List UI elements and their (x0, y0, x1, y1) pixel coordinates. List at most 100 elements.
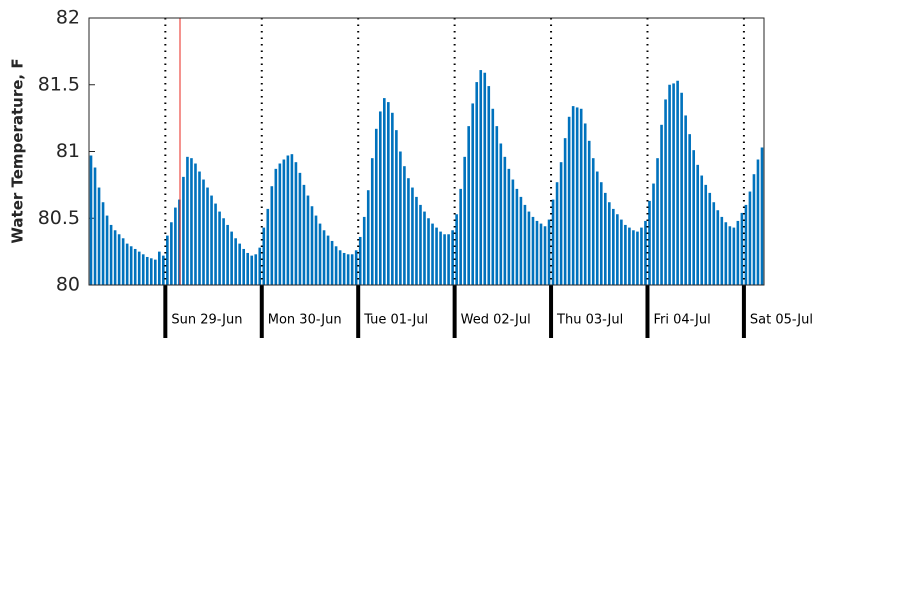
bar (736, 220, 740, 285)
bar (575, 107, 579, 285)
bar (583, 123, 587, 285)
bar (170, 222, 173, 285)
bar (547, 219, 551, 285)
bar (668, 84, 671, 285)
bar (254, 254, 258, 285)
bar (515, 188, 519, 285)
bar (624, 224, 627, 285)
bar (628, 227, 631, 285)
bar (121, 238, 125, 285)
bar (491, 108, 495, 285)
bar (636, 231, 639, 285)
bar (427, 218, 430, 285)
bar (314, 215, 318, 285)
bar (226, 224, 229, 285)
bar (109, 224, 113, 285)
bar (712, 202, 716, 285)
bar (672, 83, 675, 285)
bar (652, 183, 655, 285)
bar (748, 191, 752, 285)
bar (563, 138, 567, 285)
bar (483, 72, 487, 285)
y-tick-label: 80.5 (38, 207, 80, 229)
bar (467, 126, 470, 285)
bar (660, 124, 663, 285)
bar (282, 159, 286, 285)
bar (688, 134, 691, 285)
bar (595, 171, 599, 285)
bar (153, 259, 157, 285)
bar (648, 200, 651, 285)
bar (708, 192, 712, 285)
bar (692, 150, 695, 285)
x-tick-label: Sat 05-Jul (750, 313, 813, 328)
bar (716, 210, 720, 285)
bar (680, 92, 683, 285)
bar (451, 230, 454, 285)
bar (644, 220, 647, 285)
bar (447, 234, 450, 285)
bar (186, 156, 189, 285)
bar (366, 190, 370, 285)
bar (471, 103, 475, 285)
bar (640, 227, 643, 285)
y-tick-label: 81.5 (38, 73, 80, 95)
bar (419, 204, 422, 285)
bar (174, 207, 177, 285)
bar (158, 251, 161, 285)
bar (399, 151, 402, 285)
bar (567, 116, 571, 285)
bar (318, 223, 322, 285)
bar (202, 179, 205, 285)
bar (744, 204, 748, 285)
bar (591, 158, 595, 285)
bar (145, 256, 149, 285)
bar (162, 255, 165, 285)
bar (137, 251, 141, 285)
bar (358, 236, 362, 285)
bar (113, 230, 117, 285)
bar (194, 163, 197, 285)
bar (342, 252, 346, 285)
bar (190, 158, 193, 285)
bar (676, 80, 679, 286)
bar (511, 179, 515, 285)
bar (246, 252, 250, 285)
bar (178, 199, 181, 285)
bar (495, 126, 499, 285)
bar (266, 208, 270, 285)
bar (166, 235, 169, 285)
bar (732, 227, 736, 285)
bar (760, 147, 764, 285)
bar (455, 214, 458, 285)
bar (354, 250, 358, 285)
bar (415, 196, 418, 285)
bar (101, 202, 105, 285)
bar (463, 156, 466, 285)
bar (182, 176, 185, 285)
bar (459, 188, 462, 285)
bar (431, 223, 434, 285)
bar (507, 168, 511, 285)
bar (89, 155, 93, 285)
bar (262, 227, 266, 285)
bar (218, 211, 221, 285)
bar (97, 187, 101, 285)
bar (599, 182, 603, 285)
x-tick-label: Sun 29-Jun (171, 313, 242, 328)
bar (475, 82, 479, 285)
bar (270, 186, 274, 285)
bar (439, 231, 442, 285)
bar (274, 168, 278, 285)
bar (612, 208, 615, 285)
bar (278, 163, 282, 285)
bar (616, 214, 619, 285)
bar (149, 258, 153, 285)
bar (523, 204, 527, 285)
plot-frame (88, 17, 765, 286)
bar (286, 155, 290, 285)
bar (531, 216, 535, 285)
bar (93, 167, 97, 285)
